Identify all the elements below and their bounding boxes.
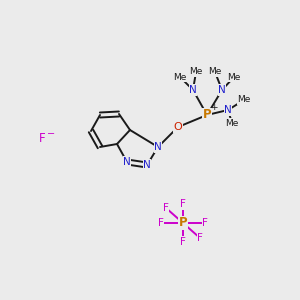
Text: F: F [202,218,208,228]
Text: F: F [39,131,45,145]
Text: P: P [203,109,211,122]
Text: N: N [154,142,162,152]
Text: Me: Me [227,73,241,82]
Text: Me: Me [225,118,239,127]
Text: F: F [158,218,164,228]
Text: N: N [224,105,232,115]
Text: N: N [123,157,131,167]
Text: F: F [197,233,203,243]
Text: N: N [218,85,226,95]
Text: F: F [180,199,186,209]
Text: P: P [179,217,187,230]
Text: F: F [163,203,169,213]
Text: Me: Me [208,68,222,76]
Text: N: N [143,160,151,170]
Text: −: − [47,129,55,139]
Text: O: O [174,122,182,132]
Text: Me: Me [173,73,187,82]
Text: +: + [210,103,218,112]
Text: F: F [180,237,186,247]
Text: Me: Me [237,95,251,104]
Text: N: N [189,85,197,95]
Text: Me: Me [189,68,203,76]
